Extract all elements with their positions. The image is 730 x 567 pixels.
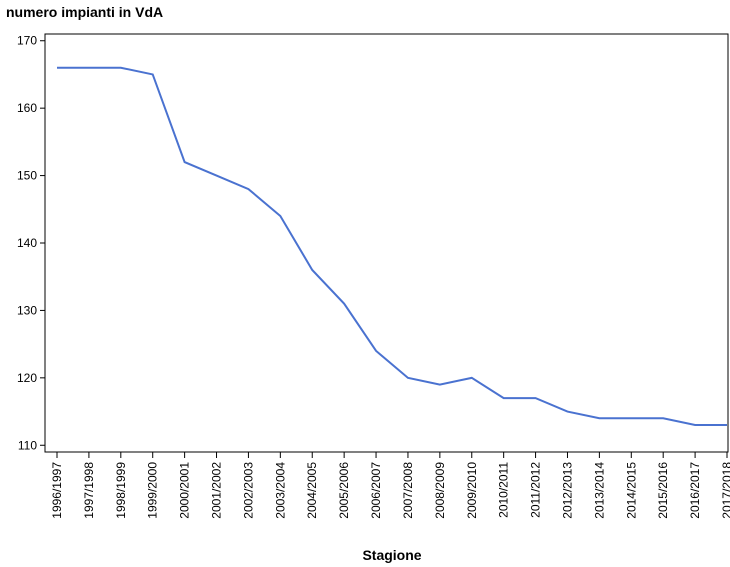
x-tick-label: 2014/2015 bbox=[624, 462, 638, 519]
y-tick-label: 150 bbox=[17, 169, 37, 183]
y-tick-label: 130 bbox=[17, 303, 37, 317]
x-tick-label: 2005/2006 bbox=[337, 462, 351, 519]
x-tick-label: 2015/2016 bbox=[656, 462, 670, 519]
x-axis-title: Stagione bbox=[362, 547, 421, 563]
y-tick-label: 170 bbox=[17, 34, 37, 48]
x-tick-label: 2003/2004 bbox=[273, 462, 287, 519]
x-tick-label: 2002/2003 bbox=[241, 462, 255, 519]
x-tick-label: 2008/2009 bbox=[433, 462, 447, 519]
y-tick-label: 110 bbox=[18, 438, 37, 452]
x-tick-label: 2017/2018 bbox=[720, 462, 730, 519]
x-tick-label: 1998/1999 bbox=[114, 462, 128, 519]
x-tick-label: 2006/2007 bbox=[369, 462, 383, 519]
y-tick-label: 140 bbox=[17, 236, 37, 250]
x-tick-label: 2016/2017 bbox=[688, 462, 702, 519]
x-tick-label: 2010/2011 bbox=[497, 462, 511, 518]
y-tick-label: 120 bbox=[17, 371, 37, 385]
x-tick-label: 1999/2000 bbox=[146, 462, 160, 519]
x-tick-label: 2001/2002 bbox=[210, 462, 224, 519]
data-line bbox=[57, 66, 727, 427]
x-tick-label: 2004/2005 bbox=[305, 462, 319, 519]
y-tick-label: 160 bbox=[17, 101, 37, 115]
x-tick-label: 2011/2012 bbox=[529, 462, 543, 518]
x-tick-label: 2009/2010 bbox=[465, 462, 479, 519]
x-tick-label: 2012/2013 bbox=[560, 462, 574, 519]
x-tick-label: 1997/1998 bbox=[82, 462, 96, 519]
plot-frame bbox=[44, 33, 729, 453]
x-tick-label: 1996/1997 bbox=[50, 462, 64, 519]
x-tick-label: 2013/2014 bbox=[592, 462, 606, 519]
x-tick-label: 2000/2001 bbox=[178, 462, 192, 519]
x-tick-label: 2007/2008 bbox=[401, 462, 415, 519]
chart-title: numero impianti in VdA bbox=[6, 4, 163, 20]
